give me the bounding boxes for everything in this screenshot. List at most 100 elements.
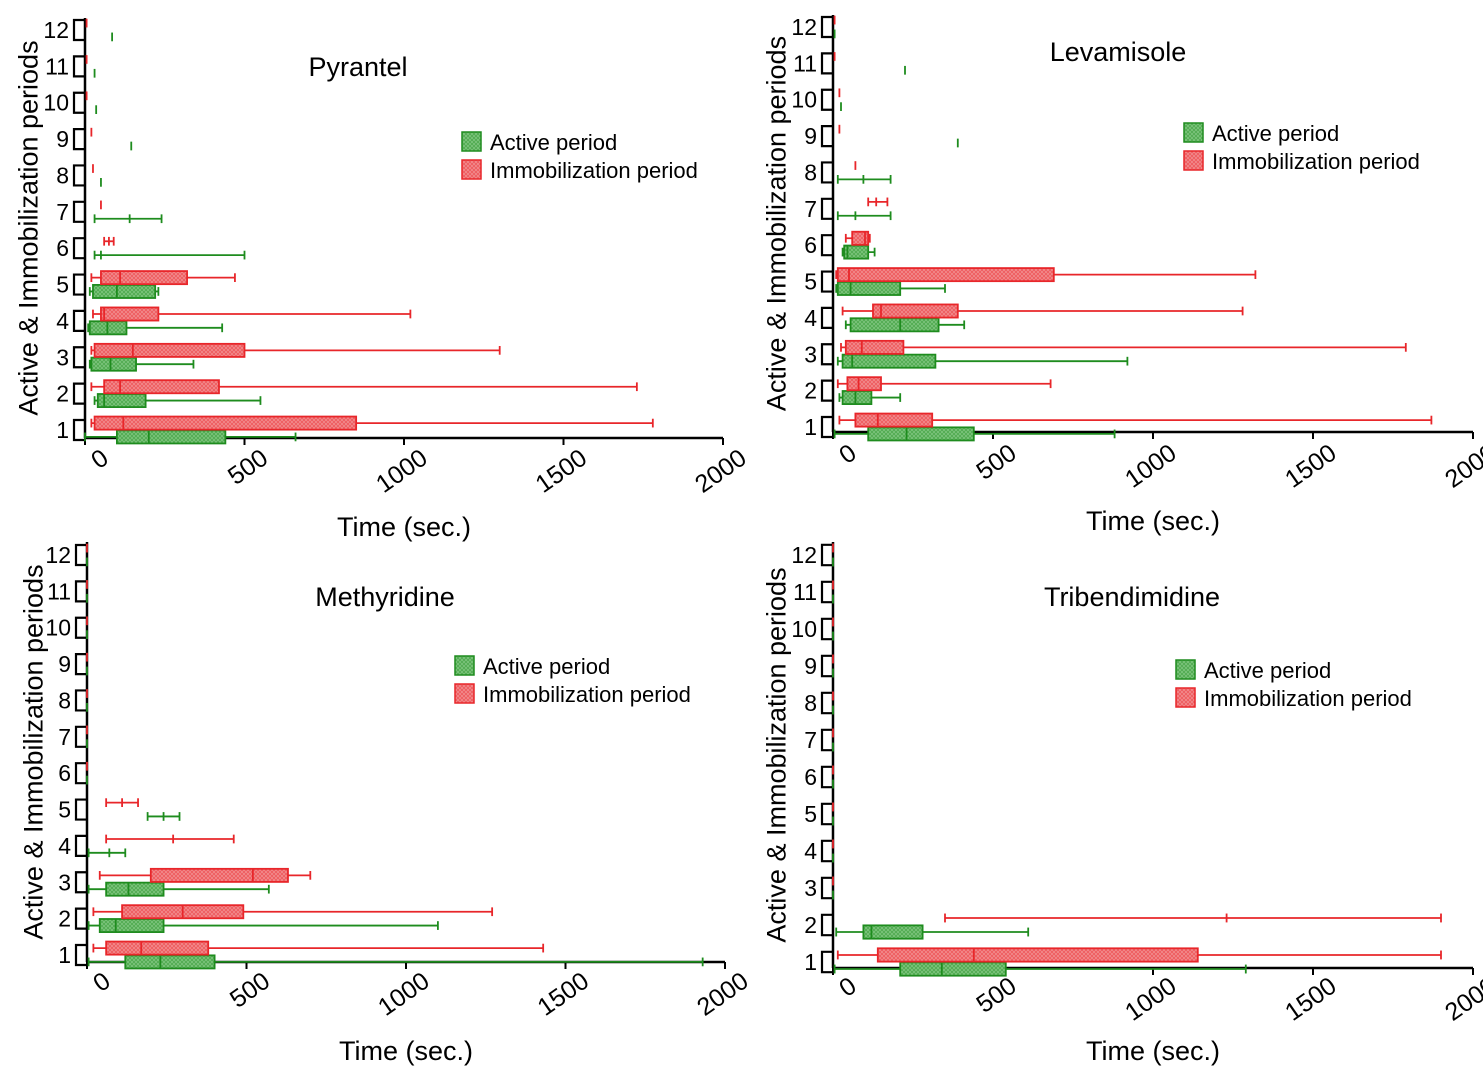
y-tick (820, 124, 833, 148)
legend-entry: Immobilization period (1212, 149, 1420, 174)
immobilization-box-period-7 (867, 197, 889, 207)
x-tick-label: 2000 (690, 444, 752, 499)
y-tick (74, 725, 87, 748)
x-tick-label: 1000 (1120, 439, 1182, 494)
y-tick (820, 270, 833, 293)
y-tick-label: 1 (56, 417, 69, 443)
iqr-box (103, 379, 220, 395)
active-box-period-2 (87, 918, 439, 933)
iqr-box (846, 376, 882, 392)
active-box-period-5 (88, 284, 160, 299)
active-box-period-4 (844, 317, 966, 333)
y-tick (72, 418, 85, 442)
iqr-box (149, 867, 289, 883)
immobilization-box-period-3 (840, 339, 1407, 355)
legend-swatch (1183, 122, 1204, 143)
iqr-box (105, 881, 165, 897)
iqr-box (841, 390, 873, 405)
y-tick-label: 5 (804, 269, 817, 295)
y-tick (74, 689, 87, 712)
y-tick-label: 1 (804, 414, 817, 440)
immobilization-box-period-5 (835, 267, 1257, 283)
y-tick (820, 617, 833, 641)
y-tick-label: 8 (804, 159, 817, 185)
legend-entry: Active period (1204, 658, 1331, 683)
y-tick-label: 4 (56, 308, 69, 334)
y-tick-label: 7 (58, 724, 71, 750)
chart-title: Methyridine (315, 582, 455, 612)
y-tick-label: 7 (56, 199, 69, 225)
y-tick (820, 234, 833, 257)
active-box-period-3 (836, 353, 1129, 369)
iqr-box (841, 353, 937, 369)
iqr-box (844, 339, 905, 355)
y-tick-label: 1 (58, 942, 71, 968)
y-tick (820, 802, 833, 826)
x-tick-label: 0 (834, 439, 861, 470)
y-tick-label: 6 (804, 764, 817, 790)
x-tick-label: 1000 (371, 444, 433, 499)
y-tick (820, 654, 833, 678)
iqr-box (98, 918, 165, 933)
active-box-period-1 (833, 961, 1247, 977)
active-box-period-1 (87, 954, 704, 970)
x-tick-label: 2000 (692, 967, 754, 1022)
y-tick (74, 798, 87, 821)
y-tick (820, 950, 833, 974)
y-tick-label: 9 (56, 126, 69, 152)
y-tick (820, 765, 833, 789)
chart-panel-2: 0 500 1000 1500 2000123456789101112Levamisol… (761, 14, 1483, 536)
y-tick (820, 691, 833, 715)
iqr-box (836, 267, 1055, 283)
iqr-box (93, 415, 358, 431)
active-box-period-1 (84, 429, 297, 445)
immobilization-box-period-6 (844, 230, 871, 246)
y-tick-label: 5 (58, 797, 71, 823)
y-tick-label: 10 (43, 90, 69, 116)
y-tick (72, 18, 85, 42)
legend-swatch (1183, 150, 1204, 171)
x-tick-label: 2000 (1440, 439, 1483, 494)
y-tick (74, 543, 87, 567)
y-tick-label: 9 (804, 123, 817, 149)
iqr-box (899, 961, 1007, 977)
x-tick-label: 1000 (373, 967, 435, 1022)
legend-swatch (454, 683, 475, 704)
immobilization-box-period-4 (841, 303, 1244, 319)
x-tick-label: 0 (88, 967, 115, 998)
y-tick-label: 12 (45, 542, 71, 568)
y-tick-label: 6 (56, 235, 69, 261)
x-tick-label: 1500 (1280, 439, 1342, 494)
y-tick (820, 876, 833, 900)
y-tick-label: 11 (47, 578, 71, 604)
chart-title: Pyrantel (308, 52, 407, 82)
y-tick-label: 1 (804, 949, 817, 975)
y-tick-label: 11 (45, 53, 69, 79)
legend-swatch (1175, 659, 1196, 680)
x-tick-label: 500 (223, 444, 273, 491)
immobilization-box-period-2 (944, 913, 1442, 923)
legend-entry: Immobilization period (490, 158, 698, 183)
immobilization-box-period-2 (836, 376, 1052, 392)
iqr-box (100, 270, 188, 286)
iqr-box (836, 281, 902, 296)
y-tick (820, 161, 833, 184)
active-box-period-1 (833, 426, 1116, 442)
y-tick-label: 9 (804, 653, 817, 679)
legend-swatch (454, 655, 475, 676)
y-tick (74, 907, 87, 930)
immobilization-box-period-5 (105, 798, 139, 807)
y-tick-label: 5 (804, 801, 817, 827)
legend-entry: Active period (1212, 121, 1339, 146)
y-tick (72, 237, 85, 260)
y-tick (820, 415, 833, 439)
y-tick (820, 913, 833, 937)
y-tick-label: 8 (804, 690, 817, 716)
immobilization-box-period-4 (105, 834, 235, 844)
y-axis-label: Active & Immobilization periods (13, 40, 43, 415)
y-axis-label: Active & Immobilization periods (18, 564, 48, 939)
iqr-box (124, 954, 216, 970)
x-axis-label: Time (sec.) (339, 1036, 473, 1066)
y-tick-label: 2 (56, 381, 69, 407)
